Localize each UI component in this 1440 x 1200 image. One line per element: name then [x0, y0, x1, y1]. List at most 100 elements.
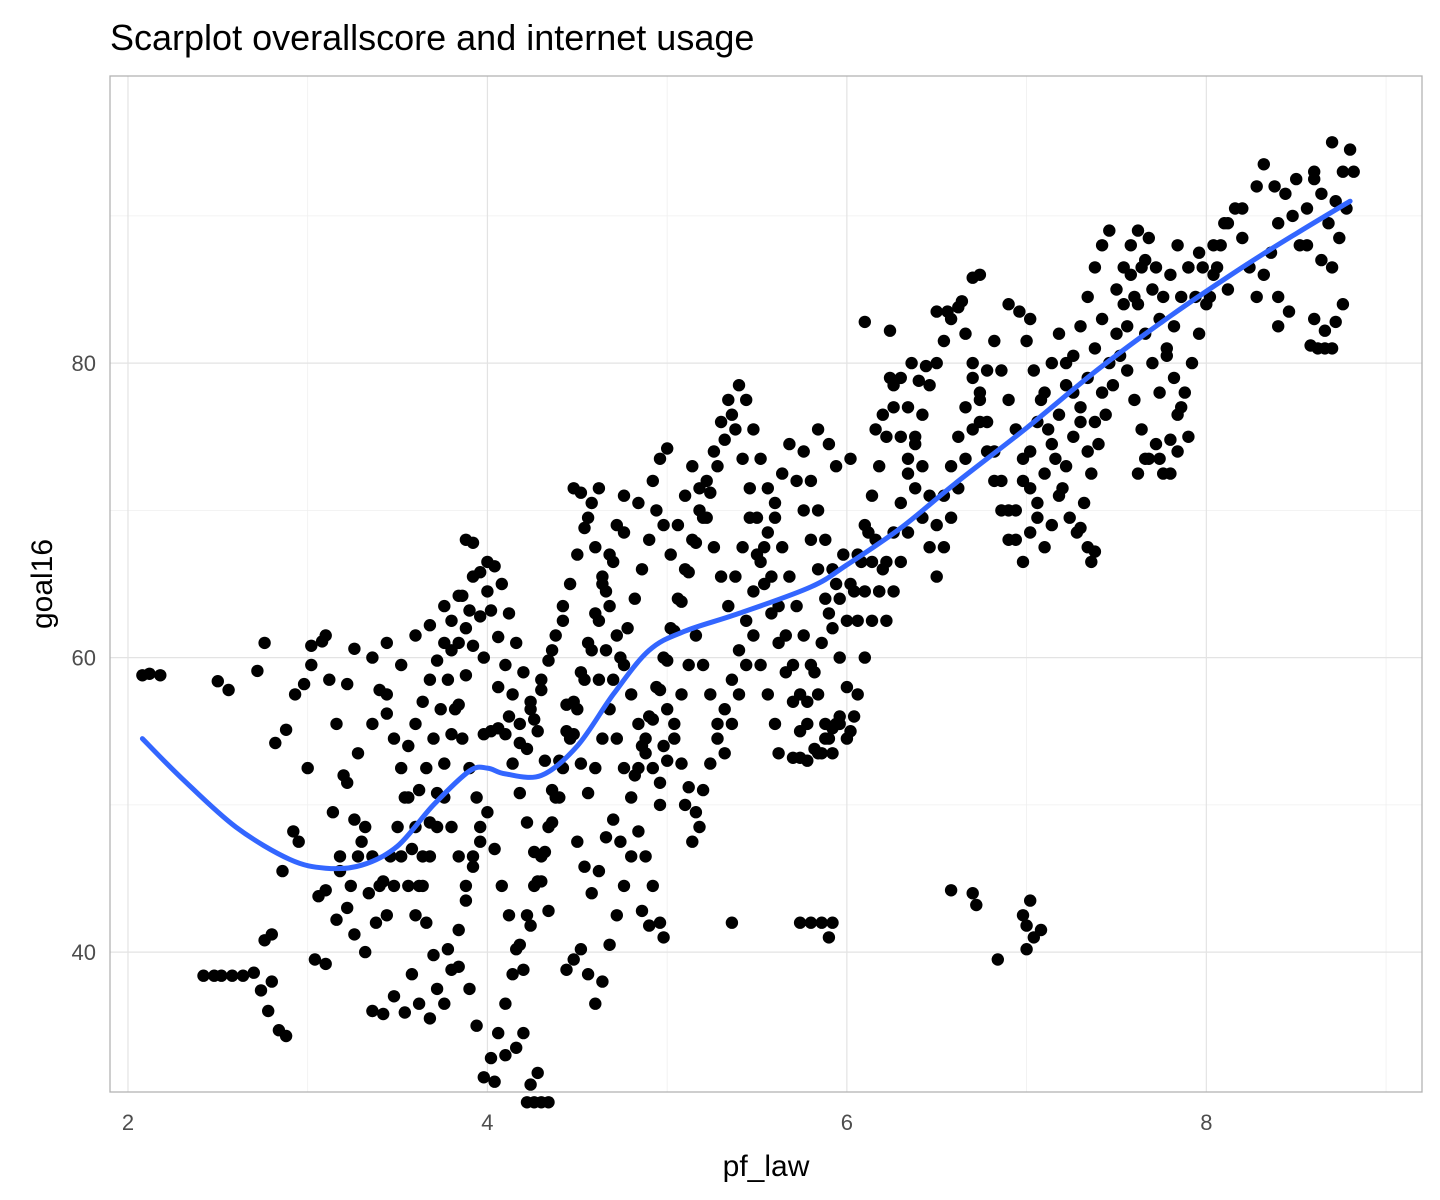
data-point [1042, 423, 1055, 436]
data-point [1268, 180, 1281, 193]
data-point [693, 482, 706, 495]
data-point [797, 629, 810, 642]
data-point [380, 636, 393, 650]
data-point [707, 541, 721, 554]
data-point [1135, 423, 1148, 436]
data-point [725, 717, 739, 731]
data-point [811, 563, 825, 576]
data-point [826, 747, 839, 760]
data-point [499, 997, 512, 1010]
data-point [362, 887, 375, 900]
data-point [1318, 324, 1332, 337]
data-point [923, 541, 936, 554]
data-point [319, 884, 332, 897]
data-point [423, 850, 437, 863]
data-point [1131, 298, 1145, 311]
data-point [366, 717, 379, 731]
data-point [556, 614, 570, 627]
data-point [822, 607, 836, 620]
data-point [743, 511, 756, 524]
data-point [477, 651, 490, 664]
data-point [520, 909, 534, 922]
data-point [923, 379, 936, 392]
data-point [1038, 541, 1051, 554]
data-point [1236, 202, 1249, 215]
data-point [819, 533, 832, 546]
data-point [1095, 312, 1109, 326]
data-point [1002, 533, 1015, 546]
data-point [797, 445, 810, 458]
data-point [617, 489, 631, 502]
chart-title: Scarplot overallscore and internet usage [110, 17, 754, 58]
data-point [722, 393, 735, 407]
data-point [492, 680, 505, 694]
data-point [829, 577, 843, 591]
data-point [603, 938, 616, 951]
data-point [887, 379, 900, 392]
data-point [639, 732, 652, 745]
data-point [675, 688, 688, 701]
data-point [1207, 239, 1220, 252]
data-point [427, 948, 440, 962]
data-point [1157, 290, 1170, 304]
data-point [653, 776, 667, 789]
data-point [452, 850, 465, 863]
data-point [844, 452, 857, 465]
data-point [466, 639, 480, 652]
data-point [1117, 298, 1130, 311]
data-point [1009, 504, 1022, 517]
data-point [851, 688, 864, 701]
data-point [531, 725, 544, 738]
data-point [1178, 386, 1192, 399]
data-point [481, 585, 494, 598]
data-point [718, 433, 731, 446]
data-point [675, 757, 688, 770]
data-point [959, 327, 972, 340]
data-point [510, 636, 523, 650]
data-point [912, 374, 925, 387]
data-point [865, 555, 879, 569]
data-point [973, 393, 987, 407]
data-point [405, 842, 419, 856]
data-point [197, 969, 210, 982]
data-point [714, 415, 728, 429]
data-point [484, 1051, 498, 1065]
data-point [366, 651, 379, 664]
smooth-trend-line [139, 198, 1353, 872]
data-point [434, 703, 447, 716]
data-point [592, 673, 606, 686]
data-point [1336, 298, 1350, 311]
data-point [337, 769, 350, 782]
data-point [535, 673, 548, 686]
data-point [402, 791, 415, 804]
data-point [1059, 356, 1073, 370]
data-point [811, 504, 825, 517]
data-point [905, 356, 918, 370]
data-point [510, 1041, 523, 1055]
data-point [1092, 437, 1105, 451]
data-point [894, 496, 907, 510]
data-point [1110, 327, 1123, 340]
data-point [215, 969, 228, 982]
data-point [668, 732, 681, 745]
data-point [341, 901, 354, 915]
data-point [995, 504, 1008, 517]
data-point [513, 736, 526, 750]
data-point [341, 677, 354, 691]
data-point [592, 482, 606, 495]
data-point [492, 1026, 505, 1040]
data-point [1020, 943, 1033, 956]
data-point [380, 909, 393, 922]
data-point [635, 563, 649, 576]
data-point [941, 305, 954, 318]
data-point [617, 761, 631, 775]
data-point [793, 916, 807, 929]
data-point [876, 408, 889, 421]
data-point [625, 688, 638, 701]
data-point [740, 393, 753, 407]
x-tick-label: 8 [1200, 1110, 1212, 1135]
data-point [704, 486, 717, 499]
data-point [474, 820, 487, 834]
data-point [876, 563, 889, 576]
data-point [837, 548, 850, 561]
